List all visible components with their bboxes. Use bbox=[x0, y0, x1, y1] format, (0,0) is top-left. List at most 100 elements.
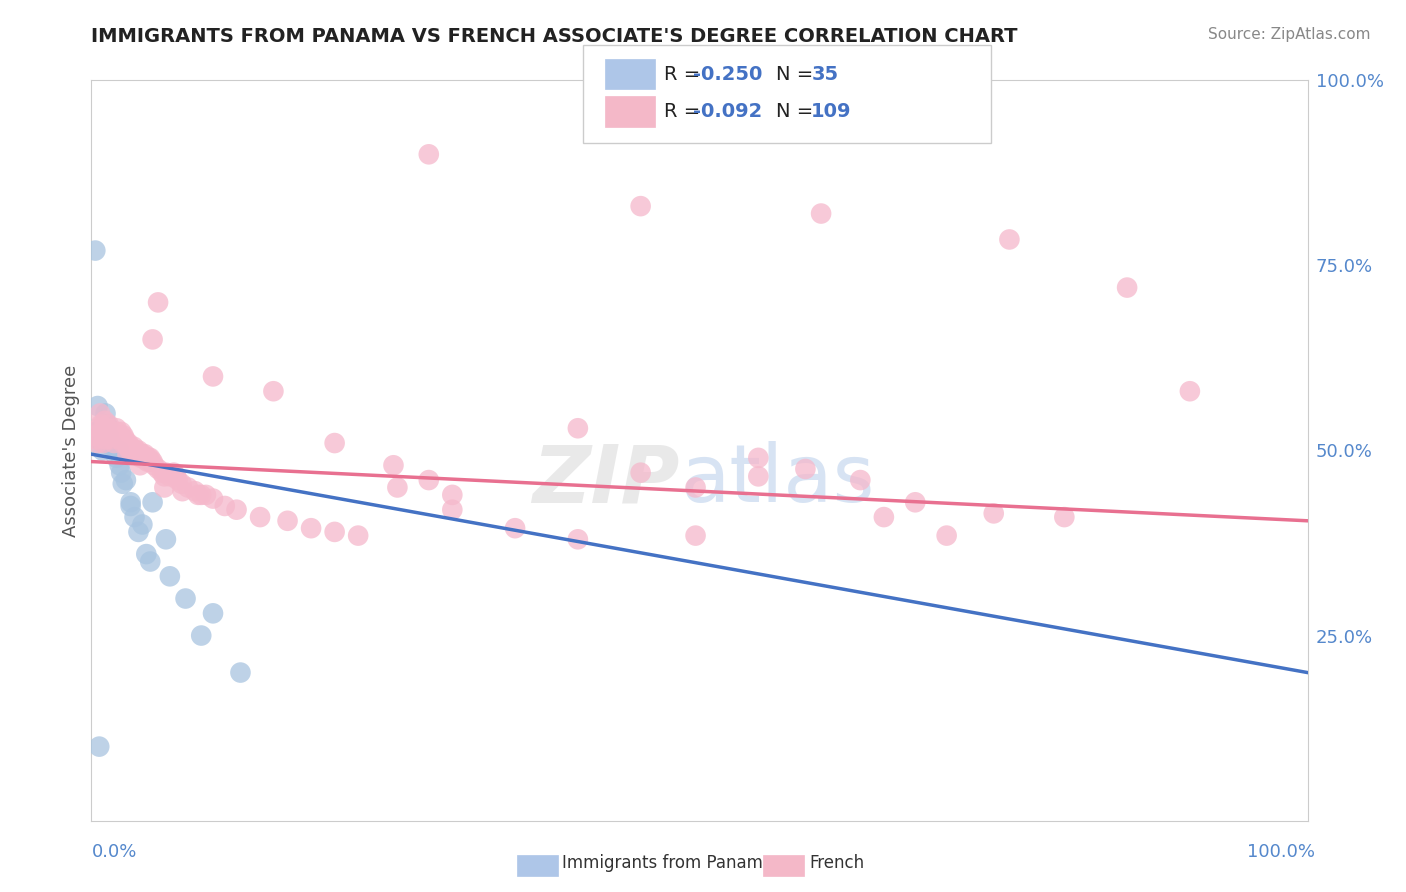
Point bbox=[441, 502, 464, 516]
Point bbox=[139, 450, 162, 465]
Point bbox=[1053, 510, 1076, 524]
Point bbox=[110, 466, 132, 480]
Point bbox=[96, 417, 118, 432]
Point bbox=[117, 436, 139, 450]
Point bbox=[138, 450, 160, 465]
Point bbox=[84, 425, 107, 439]
Point bbox=[323, 524, 346, 539]
Point bbox=[794, 462, 817, 476]
Point bbox=[105, 425, 128, 439]
Text: atlas: atlas bbox=[681, 441, 875, 519]
Point bbox=[249, 510, 271, 524]
Point bbox=[153, 469, 176, 483]
Point bbox=[117, 447, 139, 461]
Point bbox=[159, 569, 181, 583]
Point bbox=[202, 607, 225, 621]
Text: -0.092: -0.092 bbox=[693, 102, 762, 121]
Point bbox=[127, 443, 149, 458]
Point bbox=[103, 428, 125, 442]
Point bbox=[112, 428, 135, 442]
Text: 0.0%: 0.0% bbox=[91, 843, 136, 861]
Point bbox=[120, 499, 142, 513]
Text: French: French bbox=[810, 855, 865, 872]
Point bbox=[441, 488, 464, 502]
Point bbox=[155, 533, 177, 547]
Point bbox=[143, 458, 166, 473]
Point bbox=[97, 417, 120, 432]
Point bbox=[117, 440, 139, 454]
Text: ZIP: ZIP bbox=[533, 441, 681, 519]
Point bbox=[190, 628, 212, 642]
Point bbox=[98, 428, 121, 442]
Text: Immigrants from Panama: Immigrants from Panama bbox=[562, 855, 773, 872]
Point bbox=[139, 555, 162, 569]
Point bbox=[103, 436, 125, 450]
Point bbox=[127, 524, 149, 539]
Point bbox=[108, 433, 131, 447]
Point bbox=[91, 436, 114, 450]
Text: N =: N = bbox=[776, 64, 820, 84]
Point bbox=[630, 199, 652, 213]
Point bbox=[174, 591, 197, 606]
Point bbox=[91, 443, 114, 458]
Point bbox=[138, 454, 160, 468]
Point bbox=[159, 469, 181, 483]
Point bbox=[135, 547, 157, 561]
Point bbox=[146, 462, 169, 476]
Point bbox=[96, 421, 118, 435]
Point bbox=[124, 510, 146, 524]
Point bbox=[83, 428, 105, 442]
Text: 100.0%: 100.0% bbox=[1247, 843, 1315, 861]
Point bbox=[323, 436, 346, 450]
Point bbox=[873, 510, 896, 524]
Text: R =: R = bbox=[664, 102, 706, 121]
Point bbox=[229, 665, 252, 680]
Point bbox=[110, 428, 132, 442]
Point bbox=[747, 450, 769, 465]
Point bbox=[214, 499, 236, 513]
Point bbox=[163, 466, 186, 480]
Point bbox=[184, 484, 207, 499]
Point bbox=[262, 384, 284, 399]
Point bbox=[299, 521, 322, 535]
Text: 109: 109 bbox=[811, 102, 852, 121]
Point bbox=[187, 488, 209, 502]
Point bbox=[170, 476, 193, 491]
Point bbox=[129, 447, 152, 461]
Point bbox=[84, 244, 107, 258]
Point bbox=[97, 428, 120, 442]
Point bbox=[115, 436, 138, 450]
Point bbox=[567, 533, 589, 547]
Point bbox=[418, 147, 440, 161]
Point bbox=[685, 528, 707, 542]
Point bbox=[93, 414, 115, 428]
Point bbox=[172, 484, 194, 499]
Point bbox=[142, 333, 165, 347]
Point bbox=[142, 454, 165, 468]
Point bbox=[111, 436, 134, 450]
Point bbox=[108, 443, 131, 458]
Point bbox=[94, 407, 117, 421]
Text: IMMIGRANTS FROM PANAMA VS FRENCH ASSOCIATE'S DEGREE CORRELATION CHART: IMMIGRANTS FROM PANAMA VS FRENCH ASSOCIA… bbox=[91, 27, 1018, 45]
Point bbox=[89, 739, 111, 754]
Point bbox=[155, 466, 177, 480]
Point bbox=[135, 450, 157, 465]
Text: R =: R = bbox=[664, 64, 706, 84]
Point bbox=[101, 433, 124, 447]
Text: -0.250: -0.250 bbox=[693, 64, 762, 84]
Point bbox=[136, 454, 159, 468]
Point bbox=[177, 481, 200, 495]
Point bbox=[131, 447, 153, 461]
Point bbox=[418, 473, 440, 487]
Point bbox=[382, 458, 405, 473]
Point bbox=[120, 440, 142, 454]
Point bbox=[86, 399, 108, 413]
Point bbox=[91, 421, 114, 435]
Point bbox=[747, 469, 769, 483]
Point bbox=[97, 425, 120, 439]
Point bbox=[134, 447, 156, 461]
Point bbox=[225, 502, 247, 516]
Point bbox=[131, 517, 153, 532]
Point bbox=[94, 433, 117, 447]
Point bbox=[101, 440, 124, 454]
